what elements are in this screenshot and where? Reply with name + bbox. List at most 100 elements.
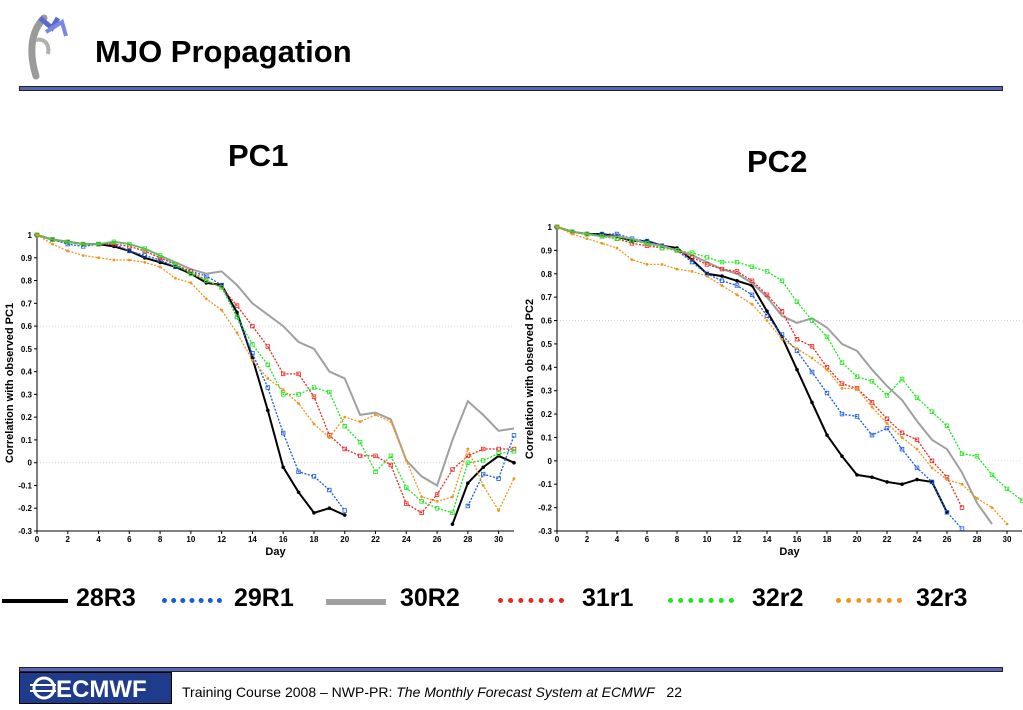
data-point-32r3 xyxy=(780,337,784,341)
y-tick-label: 0.5 xyxy=(21,345,33,354)
data-point-32r2 xyxy=(342,424,347,429)
data-point-32r2 xyxy=(465,460,471,465)
data-point-32r3 xyxy=(1005,522,1009,526)
series-line-29r1 xyxy=(467,435,515,507)
series-line-32r3 xyxy=(36,234,515,512)
data-point-32r3 xyxy=(825,368,829,372)
data-point-29r1 xyxy=(280,430,286,436)
y-tick-label: 0.1 xyxy=(541,433,553,442)
data-point-31r1 xyxy=(511,446,517,452)
data-point-32r2 xyxy=(674,248,680,253)
x-tick-label: 4 xyxy=(615,535,620,544)
data-point-31r1 xyxy=(929,458,935,464)
data-point-32r2 xyxy=(327,389,332,395)
series-line-31r1 xyxy=(556,226,963,508)
data-point-32r3 xyxy=(555,225,559,229)
x-tick-label: 6 xyxy=(127,535,132,544)
data-point-32r3 xyxy=(870,405,874,409)
data-point-32r3 xyxy=(975,496,979,500)
data-point-32r3 xyxy=(343,415,347,419)
data-point-32r3 xyxy=(50,242,54,246)
data-point-32r3 xyxy=(204,297,208,301)
x-tick-label: 26 xyxy=(943,535,952,544)
data-point-31r1 xyxy=(280,371,286,377)
footer-divider xyxy=(19,667,1003,672)
data-point-32r3 xyxy=(358,420,362,424)
data-point-29r1 xyxy=(824,390,830,396)
data-point-32r3 xyxy=(112,258,116,262)
data-point-32r2 xyxy=(974,453,980,459)
legend-label: 32r3 xyxy=(916,584,968,612)
x-tick-label: 22 xyxy=(883,535,892,544)
data-point-32r3 xyxy=(735,293,739,297)
data-point-32r3 xyxy=(281,388,285,392)
data-point-32r2 xyxy=(419,499,424,504)
legend-swatch xyxy=(668,598,734,603)
data-point-32r2 xyxy=(719,259,725,265)
data-point-31r1 xyxy=(779,308,785,314)
data-point-29r1 xyxy=(465,503,471,509)
x-tick-label: 10 xyxy=(703,535,712,544)
data-point-28r3 xyxy=(112,244,116,249)
y-tick-label: 1 xyxy=(28,231,33,240)
y-tick-label: 0.8 xyxy=(21,277,33,286)
legend-swatch xyxy=(2,599,68,603)
y-tick-label: 0.4 xyxy=(21,368,33,377)
x-tick-label: 28 xyxy=(973,535,982,544)
data-point-32r3 xyxy=(795,347,799,350)
data-point-32r3 xyxy=(750,302,754,306)
data-point-29r1 xyxy=(265,385,271,390)
slide-title: MJO Propagation xyxy=(95,34,352,69)
data-point-32r3 xyxy=(990,506,994,510)
x-tick-label: 14 xyxy=(763,535,772,544)
data-point-32r2 xyxy=(614,236,620,241)
x-tick-label: 20 xyxy=(340,535,349,544)
data-point-32r2 xyxy=(989,472,995,478)
data-point-32r3 xyxy=(404,459,408,462)
data-point-32r2 xyxy=(296,392,301,397)
series-line-29r1 xyxy=(556,226,963,530)
data-point-29r1 xyxy=(779,332,785,337)
data-point-29r1 xyxy=(734,283,740,288)
x-tick-label: 24 xyxy=(402,535,411,544)
y-tick-label: 0.6 xyxy=(21,322,33,331)
x-tick-label: 12 xyxy=(733,535,742,544)
data-point-32r3 xyxy=(451,495,454,499)
data-point-32r3 xyxy=(374,413,377,417)
y-axis-label: Correlation with observed PC1 xyxy=(4,303,16,463)
data-point-32r3 xyxy=(297,402,300,405)
data-point-32r3 xyxy=(930,466,934,470)
data-point-31r1 xyxy=(234,303,240,308)
data-point-29r1 xyxy=(719,278,725,283)
data-point-32r3 xyxy=(35,233,39,237)
data-point-29r1 xyxy=(127,248,132,254)
data-point-32r2 xyxy=(944,423,950,428)
data-point-32r3 xyxy=(512,477,516,481)
data-point-31r1 xyxy=(749,278,755,283)
data-point-32r2 xyxy=(884,393,890,398)
data-point-28r3 xyxy=(765,309,769,313)
data-point-32r2 xyxy=(311,385,317,390)
data-point-32r2 xyxy=(659,245,665,251)
data-point-29r1 xyxy=(929,479,935,485)
data-point-28r3 xyxy=(840,454,844,458)
data-point-32r3 xyxy=(420,495,424,499)
y-tick-label: 0 xyxy=(28,459,33,468)
data-point-32r2 xyxy=(854,374,860,379)
data-point-32r2 xyxy=(554,224,560,230)
legend-label: 29R1 xyxy=(234,584,294,612)
x-axis-label: Day xyxy=(779,546,800,558)
y-tick-label: 0.5 xyxy=(541,340,553,349)
data-point-32r3 xyxy=(960,482,964,486)
data-point-29r1 xyxy=(481,471,486,477)
data-point-28r3 xyxy=(296,490,301,495)
pc1-chart: -0.3 -0.2 -0.1 0 0.1 0.2 0.3 0.4 0.5 0.6 0.7 0.8 0.9… xyxy=(4,231,517,558)
data-point-32r3 xyxy=(158,265,162,269)
data-point-32r3 xyxy=(127,258,131,262)
data-point-31r1 xyxy=(434,492,440,497)
data-point-29r1 xyxy=(296,469,301,474)
header-divider xyxy=(19,86,1003,91)
y-tick-label: -0.1 xyxy=(538,480,552,489)
pc1-chart-title: PC1 xyxy=(228,138,289,173)
x-tick-label: 26 xyxy=(433,535,442,544)
